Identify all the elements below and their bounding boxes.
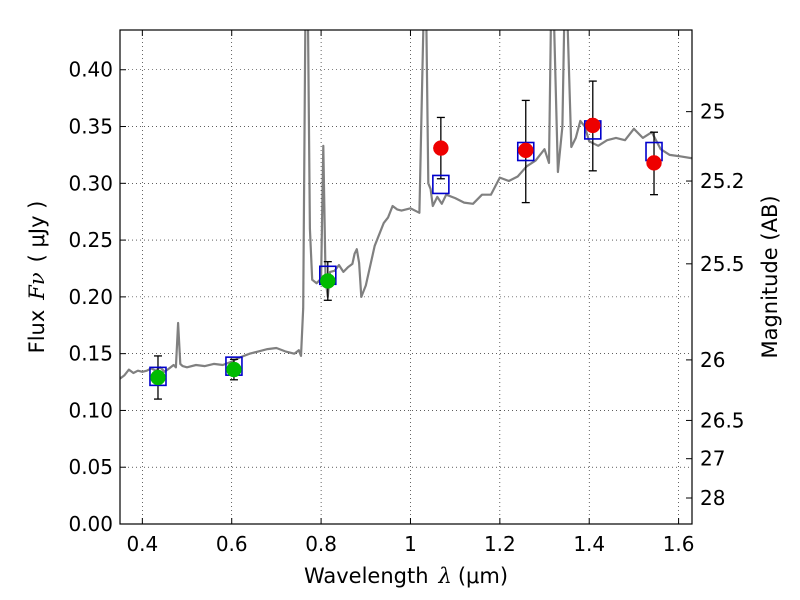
model-box	[149, 366, 167, 387]
y2-axis-title: Magnitude (AB)	[758, 195, 782, 358]
red-point	[646, 155, 662, 171]
x-axis-title-symbol: λ	[438, 564, 452, 588]
x-tick-label: 1.6	[663, 532, 695, 556]
y-tick-label: 0.40	[68, 58, 113, 82]
red-point	[433, 140, 449, 156]
y-axis-title-text: Flux	[25, 310, 49, 354]
x-axis-title: Wavelength λ (μm)	[304, 564, 508, 588]
green-point	[320, 273, 336, 289]
y-tick-label: 0.35	[68, 115, 113, 139]
x-axis-title-unit: (μm)	[458, 564, 508, 588]
x-tick-label: 1.4	[573, 532, 605, 556]
mag-tick-label: 28	[700, 486, 725, 510]
mag-tick-label: 25.2	[700, 169, 745, 193]
green-point	[226, 361, 242, 378]
mag-tick-label: 25.5	[700, 252, 745, 276]
spectrum-layer	[120, 30, 692, 380]
axis-ticks: 0.4 0.6 0.8 1 1.2 1.4 1.6 0.00 0.05 0.10 0.15 0.20 0…	[68, 30, 745, 556]
x-tick-label: 1	[404, 532, 417, 556]
grid-lines	[120, 30, 692, 525]
x-tick-label: 0.8	[305, 532, 337, 556]
y-tick-label: 0.25	[68, 228, 113, 252]
plot-frame	[119, 29, 693, 525]
red-point	[585, 117, 601, 134]
y-tick-label: 0.00	[68, 512, 113, 536]
model-boxes	[149, 120, 663, 387]
observed-points	[150, 117, 662, 386]
y-tick-label: 0.15	[68, 342, 113, 366]
x-tick-label: 0.4	[126, 532, 158, 556]
spectrum-line	[120, 30, 692, 380]
y-axis-title-symbol: Fν	[25, 272, 49, 301]
x-axis-title-text: Wavelength	[304, 564, 429, 588]
y-axis-title: Flux Fν ( μJy )	[25, 201, 49, 354]
mag-tick-label: 26	[700, 348, 725, 372]
mag-tick-label: 26.5	[700, 408, 745, 432]
y-axis-title-unit: ( μJy )	[25, 201, 49, 263]
mag-tick-label: 25	[700, 100, 725, 124]
y-tick-label: 0.30	[68, 171, 113, 195]
mag-tick-label: 27	[700, 447, 725, 471]
error-bars	[153, 80, 659, 400]
model-box	[516, 141, 535, 162]
x-tick-label: 1.2	[484, 532, 516, 556]
model-box	[432, 174, 450, 195]
x-tick-label: 0.6	[216, 532, 248, 556]
y-tick-label: 0.20	[68, 285, 113, 309]
y-tick-label: 0.10	[68, 398, 113, 422]
y-tick-label: 0.05	[68, 455, 113, 479]
green-point	[150, 369, 166, 386]
red-point	[518, 142, 534, 159]
